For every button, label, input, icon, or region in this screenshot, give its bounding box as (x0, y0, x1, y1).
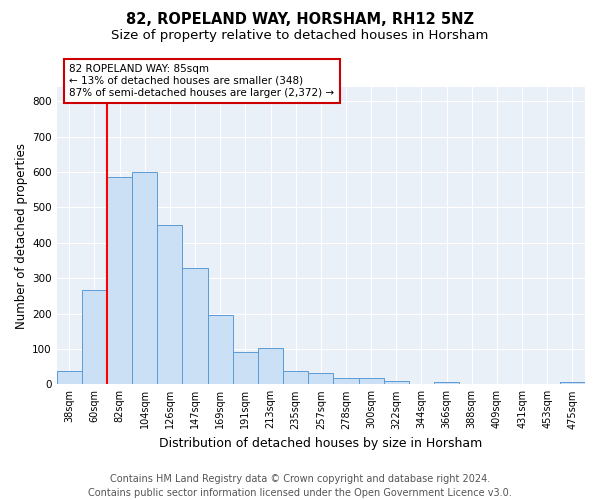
Bar (283, 371, 308, 384)
Bar (157, 225, 182, 384)
Bar (334, 378, 359, 384)
Text: Contains HM Land Registry data © Crown copyright and database right 2024.
Contai: Contains HM Land Registry data © Crown c… (88, 474, 512, 498)
Bar (56, 371, 82, 384)
X-axis label: Distribution of detached houses by size in Horsham: Distribution of detached houses by size … (159, 437, 482, 450)
Bar (132, 172, 157, 384)
Bar (82, 290, 107, 384)
Bar (359, 378, 384, 384)
Bar (384, 381, 409, 384)
Y-axis label: Number of detached properties: Number of detached properties (15, 142, 28, 328)
Text: Size of property relative to detached houses in Horsham: Size of property relative to detached ho… (112, 29, 488, 42)
Bar (182, 268, 208, 384)
Bar (560, 382, 585, 384)
Bar (258, 348, 283, 385)
Text: 82, ROPELAND WAY, HORSHAM, RH12 5NZ: 82, ROPELAND WAY, HORSHAM, RH12 5NZ (126, 12, 474, 28)
Bar (434, 382, 459, 384)
Bar (233, 352, 258, 384)
Text: 82 ROPELAND WAY: 85sqm
← 13% of detached houses are smaller (348)
87% of semi-de: 82 ROPELAND WAY: 85sqm ← 13% of detached… (69, 64, 334, 98)
Bar (107, 177, 132, 384)
Bar (208, 316, 233, 384)
Bar (308, 373, 334, 384)
